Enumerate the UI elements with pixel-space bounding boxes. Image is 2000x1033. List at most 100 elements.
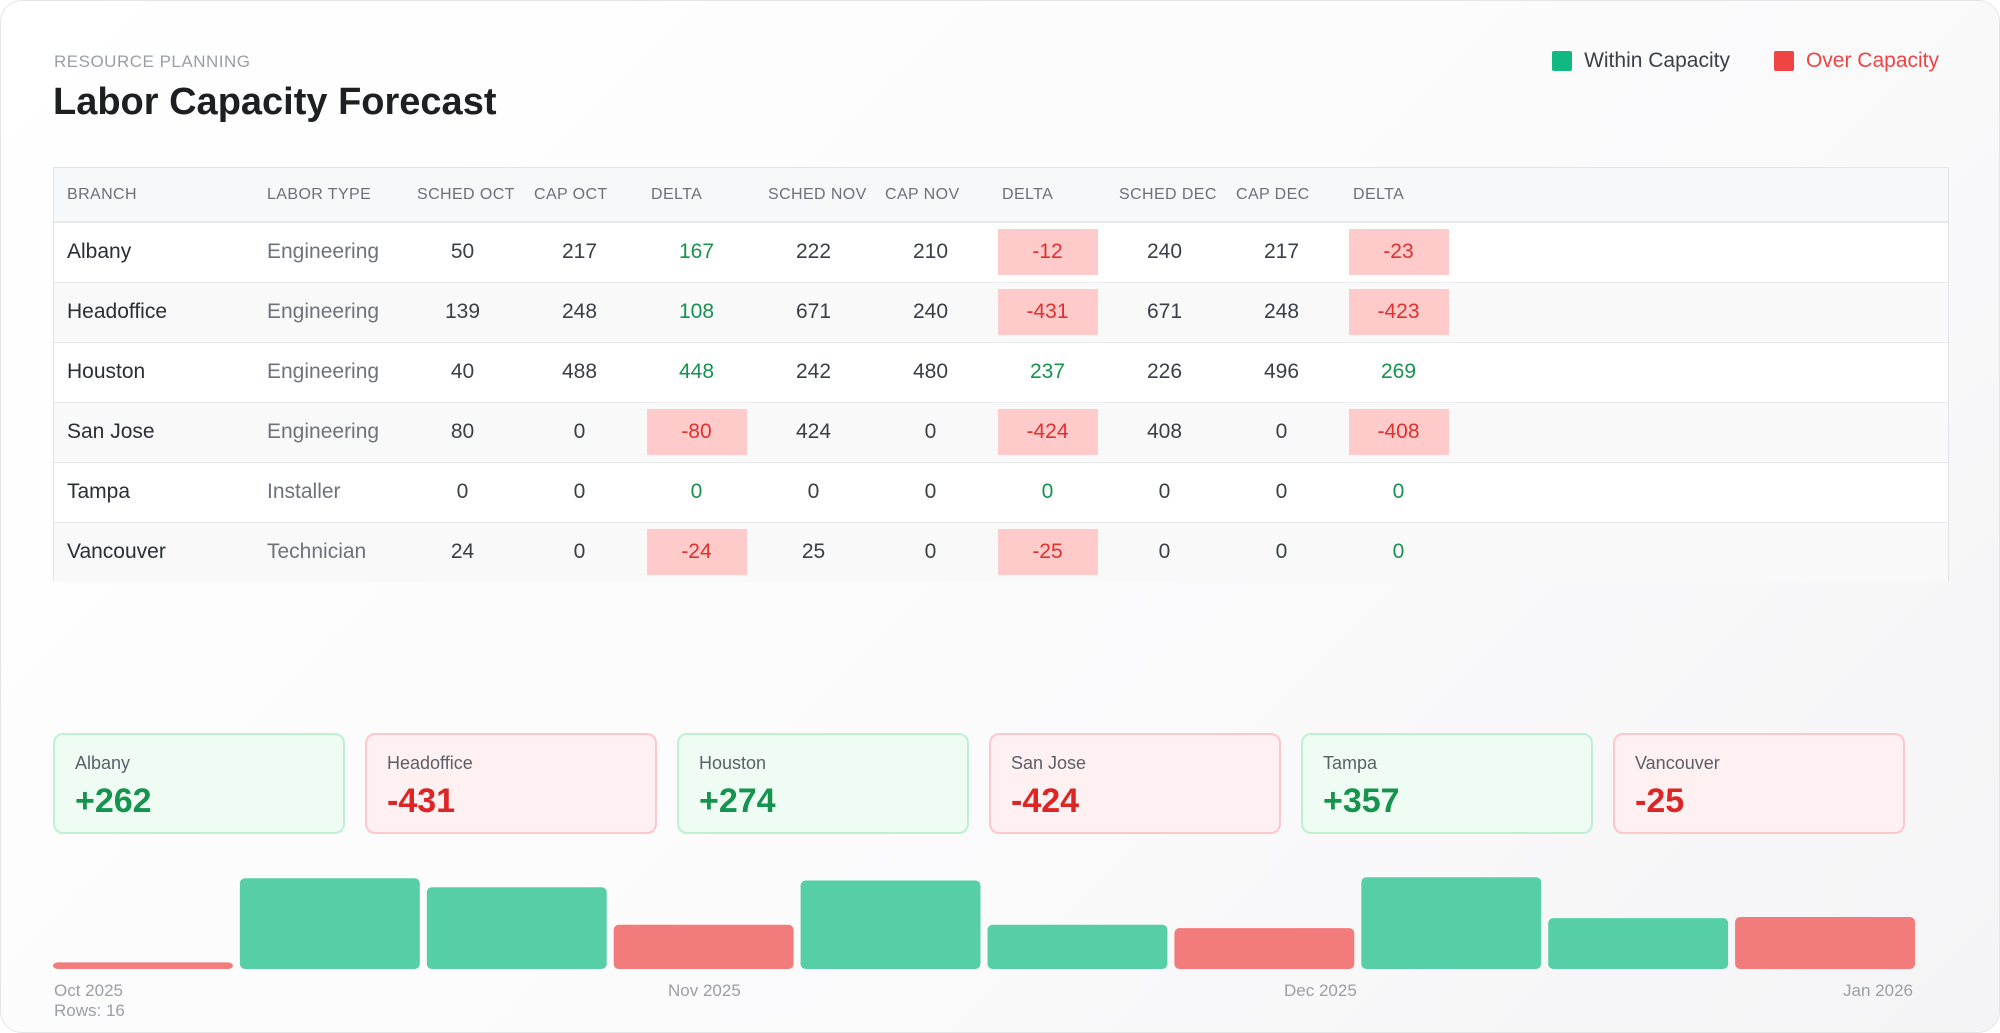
summary-card[interactable]: Headoffice -431: [365, 733, 657, 834]
delta-within-value: 448: [678, 360, 715, 383]
table-header-row: BRANCH LABOR TYPE SCHED OCT CAP OCT DELT…: [54, 168, 1948, 223]
cell-value: 24: [450, 540, 475, 564]
cell-labor-type: Installer: [267, 480, 341, 503]
table-row[interactable]: Albany Engineering 50 217 167 222 210 -12 240 217…: [54, 222, 1948, 282]
cell-delta: -424: [989, 402, 1106, 462]
chart-bar-within[interactable]: [239, 878, 420, 969]
column-header-sched-nov[interactable]: SCHED NOV: [755, 168, 872, 223]
cell-delta: 0: [1340, 462, 1457, 522]
summary-card-branch: Albany: [75, 753, 131, 773]
legend-label-within: Within Capacity: [1584, 49, 1730, 72]
cell-spacer: [1457, 222, 1948, 282]
cell-labor-type: Technician: [267, 540, 367, 564]
cell-delta: 448: [638, 342, 755, 402]
summary-card-branch: San Jose: [1011, 753, 1087, 773]
cell-value: 240: [1146, 240, 1183, 264]
column-header-branch[interactable]: BRANCH: [54, 168, 254, 223]
cell-branch: Tampa: [67, 480, 131, 503]
summary-card[interactable]: Albany +262: [53, 733, 345, 834]
summary-card-branch: Tampa: [1323, 753, 1378, 773]
cell-delta: -431: [989, 282, 1106, 342]
cell-value: 0: [924, 540, 937, 564]
column-header-cap-nov[interactable]: CAP NOV: [872, 168, 989, 223]
legend-item-within[interactable]: Within Capacity: [1552, 49, 1730, 73]
cell-delta: 167: [638, 222, 755, 282]
summary-card[interactable]: San Jose -424: [989, 733, 1281, 834]
column-header-sched-dec[interactable]: SCHED DEC: [1106, 168, 1223, 223]
chart-bar-within[interactable]: [987, 924, 1168, 969]
cell-delta: -80: [638, 402, 755, 462]
cell-value: 240: [912, 300, 949, 323]
table-row[interactable]: San Jose Engineering 80 0 -80 424 0 -424 408 0 -40…: [54, 402, 1948, 462]
cell-delta: 0: [989, 462, 1106, 522]
table-row[interactable]: Vancouver Technician 24 0 -24 25 0 -25 0 0 0: [54, 522, 1948, 582]
summary-card-branch: Houston: [699, 753, 767, 773]
cell-value: 210: [912, 240, 949, 264]
cell-delta: 0: [1340, 522, 1457, 582]
cell-value: 80: [450, 420, 475, 443]
cell-labor-type: Engineering: [267, 240, 380, 264]
cell-value: 139: [444, 300, 481, 323]
delta-over-value: -423: [1348, 289, 1449, 335]
cell-labor-type: Engineering: [267, 300, 380, 323]
delta-within-value: 0: [1392, 480, 1405, 503]
column-header-cap-oct[interactable]: CAP OCT: [521, 168, 638, 223]
summary-card[interactable]: Vancouver -25: [1613, 733, 1905, 834]
column-header-delta-dec[interactable]: DELTA: [1340, 168, 1457, 223]
table-row[interactable]: Headoffice Engineering 139 248 108 671 240 -431…: [54, 282, 1948, 342]
cell-branch: Albany: [67, 240, 132, 264]
summary-card[interactable]: Tampa +357: [1301, 733, 1593, 834]
cell-value: 40: [450, 360, 475, 383]
cell-value: 0: [573, 480, 586, 503]
table-row[interactable]: Tampa Installer 0 0 0 0 0 0 0 0 0: [54, 462, 1948, 522]
chart-bar-over[interactable]: [53, 962, 233, 969]
cell-value: 0: [807, 480, 820, 503]
cell-delta: -408: [1340, 402, 1457, 462]
cell-delta: -23: [1340, 222, 1457, 282]
summary-card-value: +274: [699, 782, 776, 820]
cell-value: 0: [1275, 480, 1288, 503]
column-header-cap-dec[interactable]: CAP DEC: [1223, 168, 1340, 223]
chart-bar-over[interactable]: [1174, 928, 1355, 969]
cell-delta: -423: [1340, 282, 1457, 342]
cell-value: 480: [912, 360, 949, 383]
cell-value: 0: [456, 480, 469, 503]
cell-value: 408: [1146, 420, 1183, 443]
summary-card-branch: Vancouver: [1635, 753, 1720, 773]
chart-bar-within[interactable]: [1548, 918, 1729, 969]
legend-item-over[interactable]: Over Capacity: [1773, 49, 1939, 73]
summary-card-value: -25: [1635, 782, 1685, 820]
cell-spacer: [1457, 402, 1948, 462]
summary-card-value: +262: [75, 782, 152, 820]
cell-labor-type: Engineering: [267, 360, 380, 383]
summary-card[interactable]: Houston +274: [677, 733, 969, 834]
timeline-label-nov: Nov 2025: [668, 981, 741, 1000]
delta-within-value: 108: [678, 300, 715, 323]
column-header-delta-oct[interactable]: DELTA: [638, 168, 755, 223]
cell-value: 0: [1275, 540, 1288, 564]
column-header-delta-nov[interactable]: DELTA: [989, 168, 1106, 223]
delta-within-value: 167: [678, 240, 715, 264]
cell-value: 671: [1146, 300, 1183, 323]
delta-over-value: -424: [997, 409, 1098, 455]
chart-bar-within[interactable]: [426, 887, 607, 969]
cell-labor-type: Engineering: [267, 420, 380, 443]
column-header-spacer: [1457, 168, 1948, 223]
chart-bar-within[interactable]: [800, 880, 981, 970]
over-capacity-swatch: [1773, 51, 1794, 71]
column-header-labor-type[interactable]: LABOR TYPE: [254, 168, 404, 223]
chart-bar-over[interactable]: [613, 924, 794, 969]
cell-value: 222: [795, 240, 832, 264]
cell-value: 242: [795, 360, 832, 383]
cell-spacer: [1457, 522, 1948, 582]
cell-value: 217: [561, 240, 598, 264]
cell-value: 496: [1263, 360, 1300, 383]
cell-value: 0: [924, 480, 937, 503]
column-header-sched-oct[interactable]: SCHED OCT: [404, 168, 521, 223]
table-row[interactable]: Houston Engineering 40 488 448 242 480 237 226 49…: [54, 342, 1948, 402]
chart-bar-within[interactable]: [1361, 877, 1542, 969]
capacity-table: BRANCH LABOR TYPE SCHED OCT CAP OCT DELT…: [53, 167, 1949, 582]
summary-card-value: -431: [387, 782, 456, 820]
within-capacity-swatch: [1552, 51, 1573, 71]
chart-bar-over[interactable]: [1735, 917, 1915, 969]
